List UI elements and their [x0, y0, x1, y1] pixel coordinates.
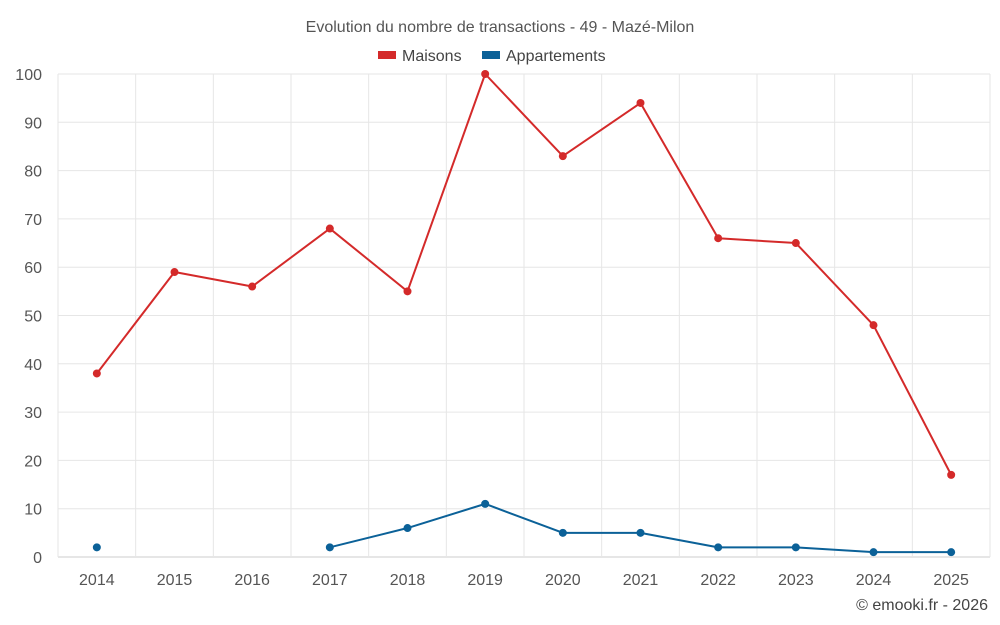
- x-axis-ticks: 2014 2015 2016 2017 2018 2019 2020 2021 2022 2023…: [79, 572, 969, 589]
- data-point-appartements-2023[interactable]: [791, 543, 800, 552]
- y-tick-label: 40: [24, 357, 42, 374]
- y-tick-label: 100: [15, 67, 42, 84]
- data-point-maisons-2017[interactable]: [325, 224, 334, 233]
- data-point-maisons-2023[interactable]: [791, 239, 800, 248]
- legend: Maisons Appartements: [378, 48, 606, 65]
- x-tick-label: 2022: [700, 572, 736, 589]
- credit-text: © emooki.fr - 2026: [856, 597, 988, 614]
- data-point-appartements-2024[interactable]: [869, 548, 878, 557]
- data-point-maisons-2021[interactable]: [636, 98, 645, 107]
- y-tick-label: 10: [24, 502, 42, 519]
- y-tick-label: 20: [24, 453, 42, 470]
- data-point-maisons-2018[interactable]: [403, 287, 412, 296]
- y-tick-label: 50: [24, 309, 42, 326]
- x-tick-label: 2019: [467, 572, 503, 589]
- series-appartements: [92, 499, 956, 557]
- x-tick-label: 2021: [623, 572, 659, 589]
- y-tick-label: 30: [24, 405, 42, 422]
- data-point-maisons-2024[interactable]: [869, 321, 878, 330]
- data-point-maisons-2016[interactable]: [248, 282, 257, 291]
- legend-item-appartements[interactable]: Appartements: [482, 48, 606, 65]
- y-tick-label: 80: [24, 164, 42, 181]
- x-tick-label: 2016: [234, 572, 270, 589]
- data-point-maisons-2025[interactable]: [947, 470, 956, 479]
- grid-lines: [57, 73, 991, 558]
- legend-label-appartements: Appartements: [506, 48, 606, 65]
- x-tick-label: 2023: [778, 572, 814, 589]
- legend-swatch-appartements: [482, 51, 500, 59]
- data-point-maisons-2022[interactable]: [714, 234, 723, 243]
- y-axis-ticks: 0 10 20 30 40 50 60 70 80 90 100: [15, 67, 42, 567]
- data-point-maisons-2019[interactable]: [481, 70, 490, 78]
- y-tick-label: 0: [33, 550, 42, 567]
- data-point-appartements-2018[interactable]: [403, 524, 412, 533]
- data-point-maisons-2020[interactable]: [558, 152, 567, 161]
- series-layer: [92, 70, 956, 557]
- y-tick-label: 60: [24, 260, 42, 277]
- x-tick-label: 2020: [545, 572, 581, 589]
- data-point-appartements-2019[interactable]: [481, 499, 490, 508]
- series-line-appartements: [329, 502, 952, 554]
- data-point-maisons-2015[interactable]: [170, 268, 179, 277]
- data-point-appartements-2017[interactable]: [325, 543, 334, 552]
- x-tick-label: 2018: [390, 572, 426, 589]
- data-point-appartements-2021[interactable]: [636, 528, 645, 537]
- x-tick-label: 2024: [856, 572, 892, 589]
- data-point-appartements-2020[interactable]: [558, 528, 567, 537]
- x-tick-label: 2017: [312, 572, 348, 589]
- series-maisons: [92, 70, 956, 479]
- legend-label-maisons: Maisons: [402, 48, 462, 65]
- y-tick-label: 90: [24, 115, 42, 132]
- x-tick-label: 2015: [157, 572, 193, 589]
- x-tick-label: 2025: [933, 572, 969, 589]
- legend-swatch-maisons: [378, 51, 396, 59]
- data-point-maisons-2014[interactable]: [92, 369, 101, 378]
- series-line-maisons: [96, 73, 953, 476]
- x-tick-label: 2014: [79, 572, 115, 589]
- y-tick-label: 70: [24, 212, 42, 229]
- data-point-appartements-2022[interactable]: [714, 543, 723, 552]
- chart-title: Evolution du nombre de transactions - 49…: [306, 19, 695, 36]
- data-point-appartements-2014[interactable]: [92, 543, 101, 552]
- legend-item-maisons[interactable]: Maisons: [378, 48, 462, 65]
- data-point-appartements-2025[interactable]: [947, 548, 956, 557]
